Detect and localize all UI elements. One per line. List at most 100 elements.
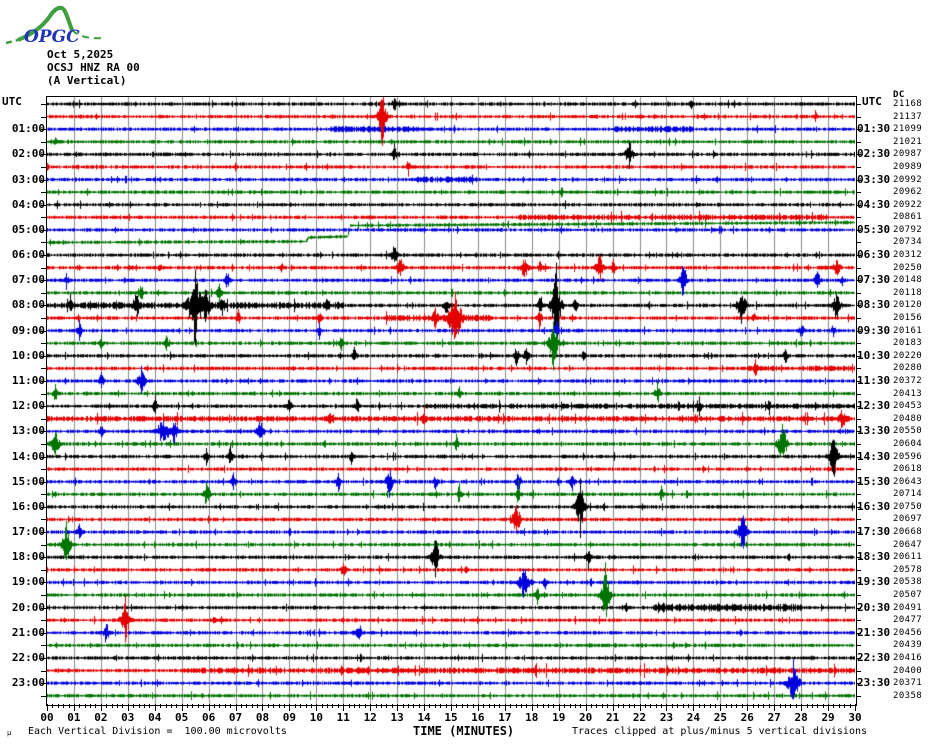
left-time-label: 01:00 (11, 122, 45, 135)
helicorder-canvas (47, 97, 855, 704)
x-minor-tick (440, 704, 442, 708)
left-time-label: 15:00 (11, 475, 45, 488)
x-minor-tick (187, 704, 189, 708)
x-minor-tick (537, 704, 539, 708)
dc-value: 20358 (893, 691, 923, 701)
x-axis-title: TIME (MINUTES) (413, 724, 515, 738)
x-minor-tick (768, 704, 770, 708)
left-time-label: 12:00 (11, 399, 45, 412)
left-time-label: 23:00 (11, 676, 45, 689)
x-minor-tick (494, 704, 496, 708)
x-minor-tick (240, 704, 242, 708)
dc-value: 20250 (893, 263, 923, 273)
x-minor-tick (461, 704, 463, 708)
x-minor-tick (359, 704, 361, 708)
x-tick-label: 16 (471, 711, 485, 724)
x-major-tick (47, 704, 48, 711)
dc-value: 20120 (893, 300, 923, 310)
dc-value: 20647 (893, 540, 923, 550)
x-major-tick (666, 704, 668, 711)
x-tick-label: 19 (552, 711, 566, 724)
x-tick-label: 24 (686, 711, 701, 724)
right-time-label: 16:30 (857, 500, 891, 513)
x-minor-tick (704, 704, 706, 708)
x-minor-tick (634, 704, 636, 708)
x-major-tick (693, 704, 695, 711)
left-time-label: 10:00 (11, 349, 45, 362)
left-time-label: 14:00 (11, 450, 45, 463)
dc-value: 20148 (893, 275, 923, 285)
x-minor-tick (790, 704, 792, 708)
x-minor-tick (811, 704, 813, 708)
x-minor-tick (547, 704, 549, 708)
x-minor-tick (327, 704, 329, 708)
scale-note: Each Vertical Division = 100.00 microvol… (28, 726, 287, 737)
helicorder-plot-area (46, 96, 857, 706)
dc-value: 20507 (893, 590, 923, 600)
right-time-label: 06:30 (857, 248, 891, 261)
right-time-label: 22:30 (857, 651, 891, 664)
right-time-label: 12:30 (857, 399, 891, 412)
x-minor-tick (203, 704, 205, 708)
left-time-label: 08:00 (11, 298, 45, 311)
x-minor-tick (623, 704, 625, 708)
x-minor-tick (784, 704, 786, 708)
x-minor-tick (418, 704, 420, 708)
dc-value: 20989 (893, 162, 923, 172)
right-time-label: 05:30 (857, 223, 891, 236)
x-major-tick (316, 704, 318, 711)
x-tick-label: 01 (67, 711, 81, 724)
x-minor-tick (617, 704, 619, 708)
x-minor-tick (143, 704, 145, 708)
x-minor-tick (472, 704, 474, 708)
x-minor-tick (149, 704, 151, 708)
x-tick-label: 07 (228, 711, 243, 724)
x-minor-tick (628, 704, 630, 708)
right-time-label: 04:30 (857, 198, 891, 211)
x-minor-tick (375, 704, 377, 708)
x-major-tick (451, 704, 452, 711)
x-minor-tick (488, 704, 490, 708)
x-major-tick (154, 704, 156, 711)
x-minor-tick (219, 704, 221, 708)
left-time-label: 06:00 (11, 248, 45, 261)
x-minor-tick (413, 704, 415, 708)
dc-value: 20480 (893, 414, 923, 424)
x-major-tick (208, 704, 210, 711)
x-minor-tick (68, 704, 70, 708)
left-time-label: 13:00 (11, 424, 45, 437)
x-tick-label: 18 (525, 711, 539, 724)
dc-value: 20792 (893, 225, 923, 235)
x-minor-tick (160, 704, 162, 708)
right-time-label: 13:30 (857, 424, 891, 437)
opgc-logo-text: OPGC (24, 27, 80, 47)
micro-glyph: µ (7, 729, 12, 737)
x-minor-tick (251, 704, 253, 708)
x-minor-tick (407, 704, 409, 708)
x-minor-tick (521, 704, 523, 708)
x-major-tick (235, 704, 237, 711)
x-minor-tick (763, 704, 765, 708)
x-tick-label: 08 (255, 711, 270, 724)
dc-value: 20183 (893, 338, 923, 348)
x-minor-tick (688, 704, 689, 708)
right-time-label: 08:30 (857, 298, 891, 311)
clip-note: Traces clipped at plus/minus 5 vertical … (572, 726, 868, 737)
left-time-label: 21:00 (11, 626, 45, 639)
x-minor-tick (332, 704, 334, 708)
utc-header-right: UTC (862, 95, 882, 108)
x-minor-tick (838, 704, 840, 708)
dc-header: DC (893, 90, 905, 100)
x-minor-tick (849, 704, 851, 708)
x-minor-tick (569, 704, 571, 708)
dc-value: 20750 (893, 502, 923, 512)
x-minor-tick (267, 704, 269, 708)
x-major-tick (477, 704, 479, 711)
x-minor-tick (795, 704, 797, 708)
x-tick-label: 20 (579, 711, 593, 724)
x-minor-tick (354, 704, 356, 708)
dc-value: 20453 (893, 401, 923, 411)
x-major-tick (612, 704, 614, 711)
x-minor-tick (682, 704, 684, 708)
